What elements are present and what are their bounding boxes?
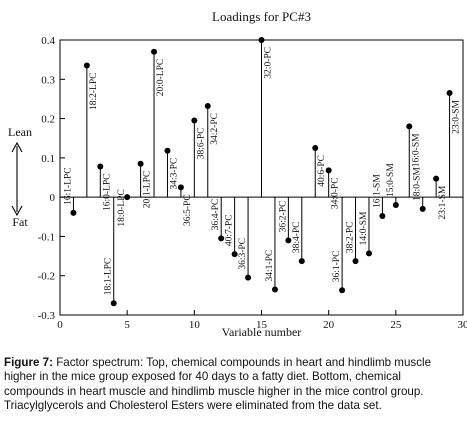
y-tick-label: 0 xyxy=(50,192,56,204)
point-label: 16:1-SM xyxy=(372,174,382,208)
chart-title: Loadings for PC#3 xyxy=(212,9,311,24)
point-label: 18:2-LPC xyxy=(89,73,99,110)
x-tick-label: 25 xyxy=(390,319,402,331)
caption-text: Factor spectrum: Top, chemical compounds… xyxy=(4,356,432,413)
point-label: 34:0-PC xyxy=(331,177,341,209)
point-label: 36:1-PC xyxy=(332,251,342,283)
x-tick-label: 30 xyxy=(458,319,467,331)
x-axis-label: Variable number xyxy=(222,325,302,339)
y-tick-label: 0.4 xyxy=(41,35,55,47)
point-label: 20:0-LPC xyxy=(156,59,166,96)
point-label: 23:0-SM xyxy=(452,99,462,133)
data-point xyxy=(83,62,90,69)
data-point xyxy=(285,237,292,244)
data-point xyxy=(325,167,332,174)
fat-label: Fat xyxy=(12,215,28,229)
point-label: 15:0-SM xyxy=(386,163,396,197)
point-label: 34:1-PC xyxy=(265,250,275,282)
point-label: 16:0-LPC xyxy=(102,174,112,211)
x-tick-label: 15 xyxy=(256,319,268,331)
data-point xyxy=(312,145,319,152)
x-tick-label: 20 xyxy=(323,319,335,331)
point-label: 40:6-PC xyxy=(317,155,327,187)
point-label: 23:1-SM xyxy=(438,185,448,219)
data-point xyxy=(258,37,265,43)
data-point xyxy=(406,123,413,130)
loadings-chart: Loadings for PC#3 Variable number -0.3 -0.2… xyxy=(8,9,467,339)
data-point xyxy=(110,300,117,307)
y-tick-label: 0.2 xyxy=(41,114,55,126)
data-point xyxy=(151,48,158,55)
point-label: 36:3-PC xyxy=(238,238,248,270)
point-label: 36:2-PC xyxy=(278,201,288,233)
data-point xyxy=(392,202,399,208)
point-label: 38:4-PC xyxy=(292,221,302,253)
data-point xyxy=(231,251,238,258)
data-point xyxy=(70,209,77,216)
point-label: 34:3-PC xyxy=(169,158,179,190)
point-label: 38:2-PC xyxy=(346,221,356,253)
data-point xyxy=(97,163,104,170)
data-point xyxy=(177,184,184,191)
data-point xyxy=(191,117,198,124)
arrow-down-icon xyxy=(11,205,23,217)
y-tick-label: -0.1 xyxy=(38,231,55,243)
data-point xyxy=(137,160,144,167)
data-point xyxy=(419,205,426,212)
x-tick-label: 10 xyxy=(189,319,201,331)
point-label: 34:2-PC xyxy=(210,113,220,145)
data-point xyxy=(218,235,225,242)
data-point xyxy=(245,274,252,281)
point-label: 18:0-LPC xyxy=(117,189,127,226)
data-point xyxy=(271,286,278,293)
y-tick-label: -0.3 xyxy=(38,310,56,322)
data-point xyxy=(433,175,440,182)
y-tick-label: -0.2 xyxy=(38,271,55,283)
lean-label: Lean xyxy=(8,125,32,139)
x-tick-label: 5 xyxy=(124,319,130,331)
point-label: 14:0-SM xyxy=(359,211,369,245)
point-label: 36:4-PC xyxy=(211,199,221,231)
point-label: 20:1-LPC xyxy=(143,171,153,208)
point-label: 18:1-LPC xyxy=(104,258,114,295)
y-tick-label: 0.1 xyxy=(41,153,55,165)
data-point xyxy=(164,147,171,154)
data-point xyxy=(298,258,305,265)
arrow-up-icon xyxy=(11,141,23,153)
point-label: 36:5-PC xyxy=(183,194,193,226)
point-label: 40:7-PC xyxy=(225,214,235,246)
point-label: 16:0-SM xyxy=(411,133,421,167)
data-point xyxy=(124,194,131,201)
data-point xyxy=(379,213,386,219)
data-point xyxy=(352,258,359,265)
data-point xyxy=(446,90,453,97)
y-tick-label: 0.3 xyxy=(41,74,55,86)
point-label: 32:0-PC xyxy=(264,47,274,79)
caption-label: Figure 7: xyxy=(4,356,53,369)
data-point xyxy=(339,287,346,294)
figure-caption: Figure 7: Factor spectrum: Top, chemical… xyxy=(4,356,462,414)
point-label: 38:6-PC xyxy=(196,128,206,160)
x-tick-label: 0 xyxy=(57,319,63,331)
data-point xyxy=(204,103,211,109)
point-label: 18:0-SM xyxy=(413,167,423,201)
data-point xyxy=(365,250,372,257)
point-label: 16:1-LPC xyxy=(63,167,73,204)
